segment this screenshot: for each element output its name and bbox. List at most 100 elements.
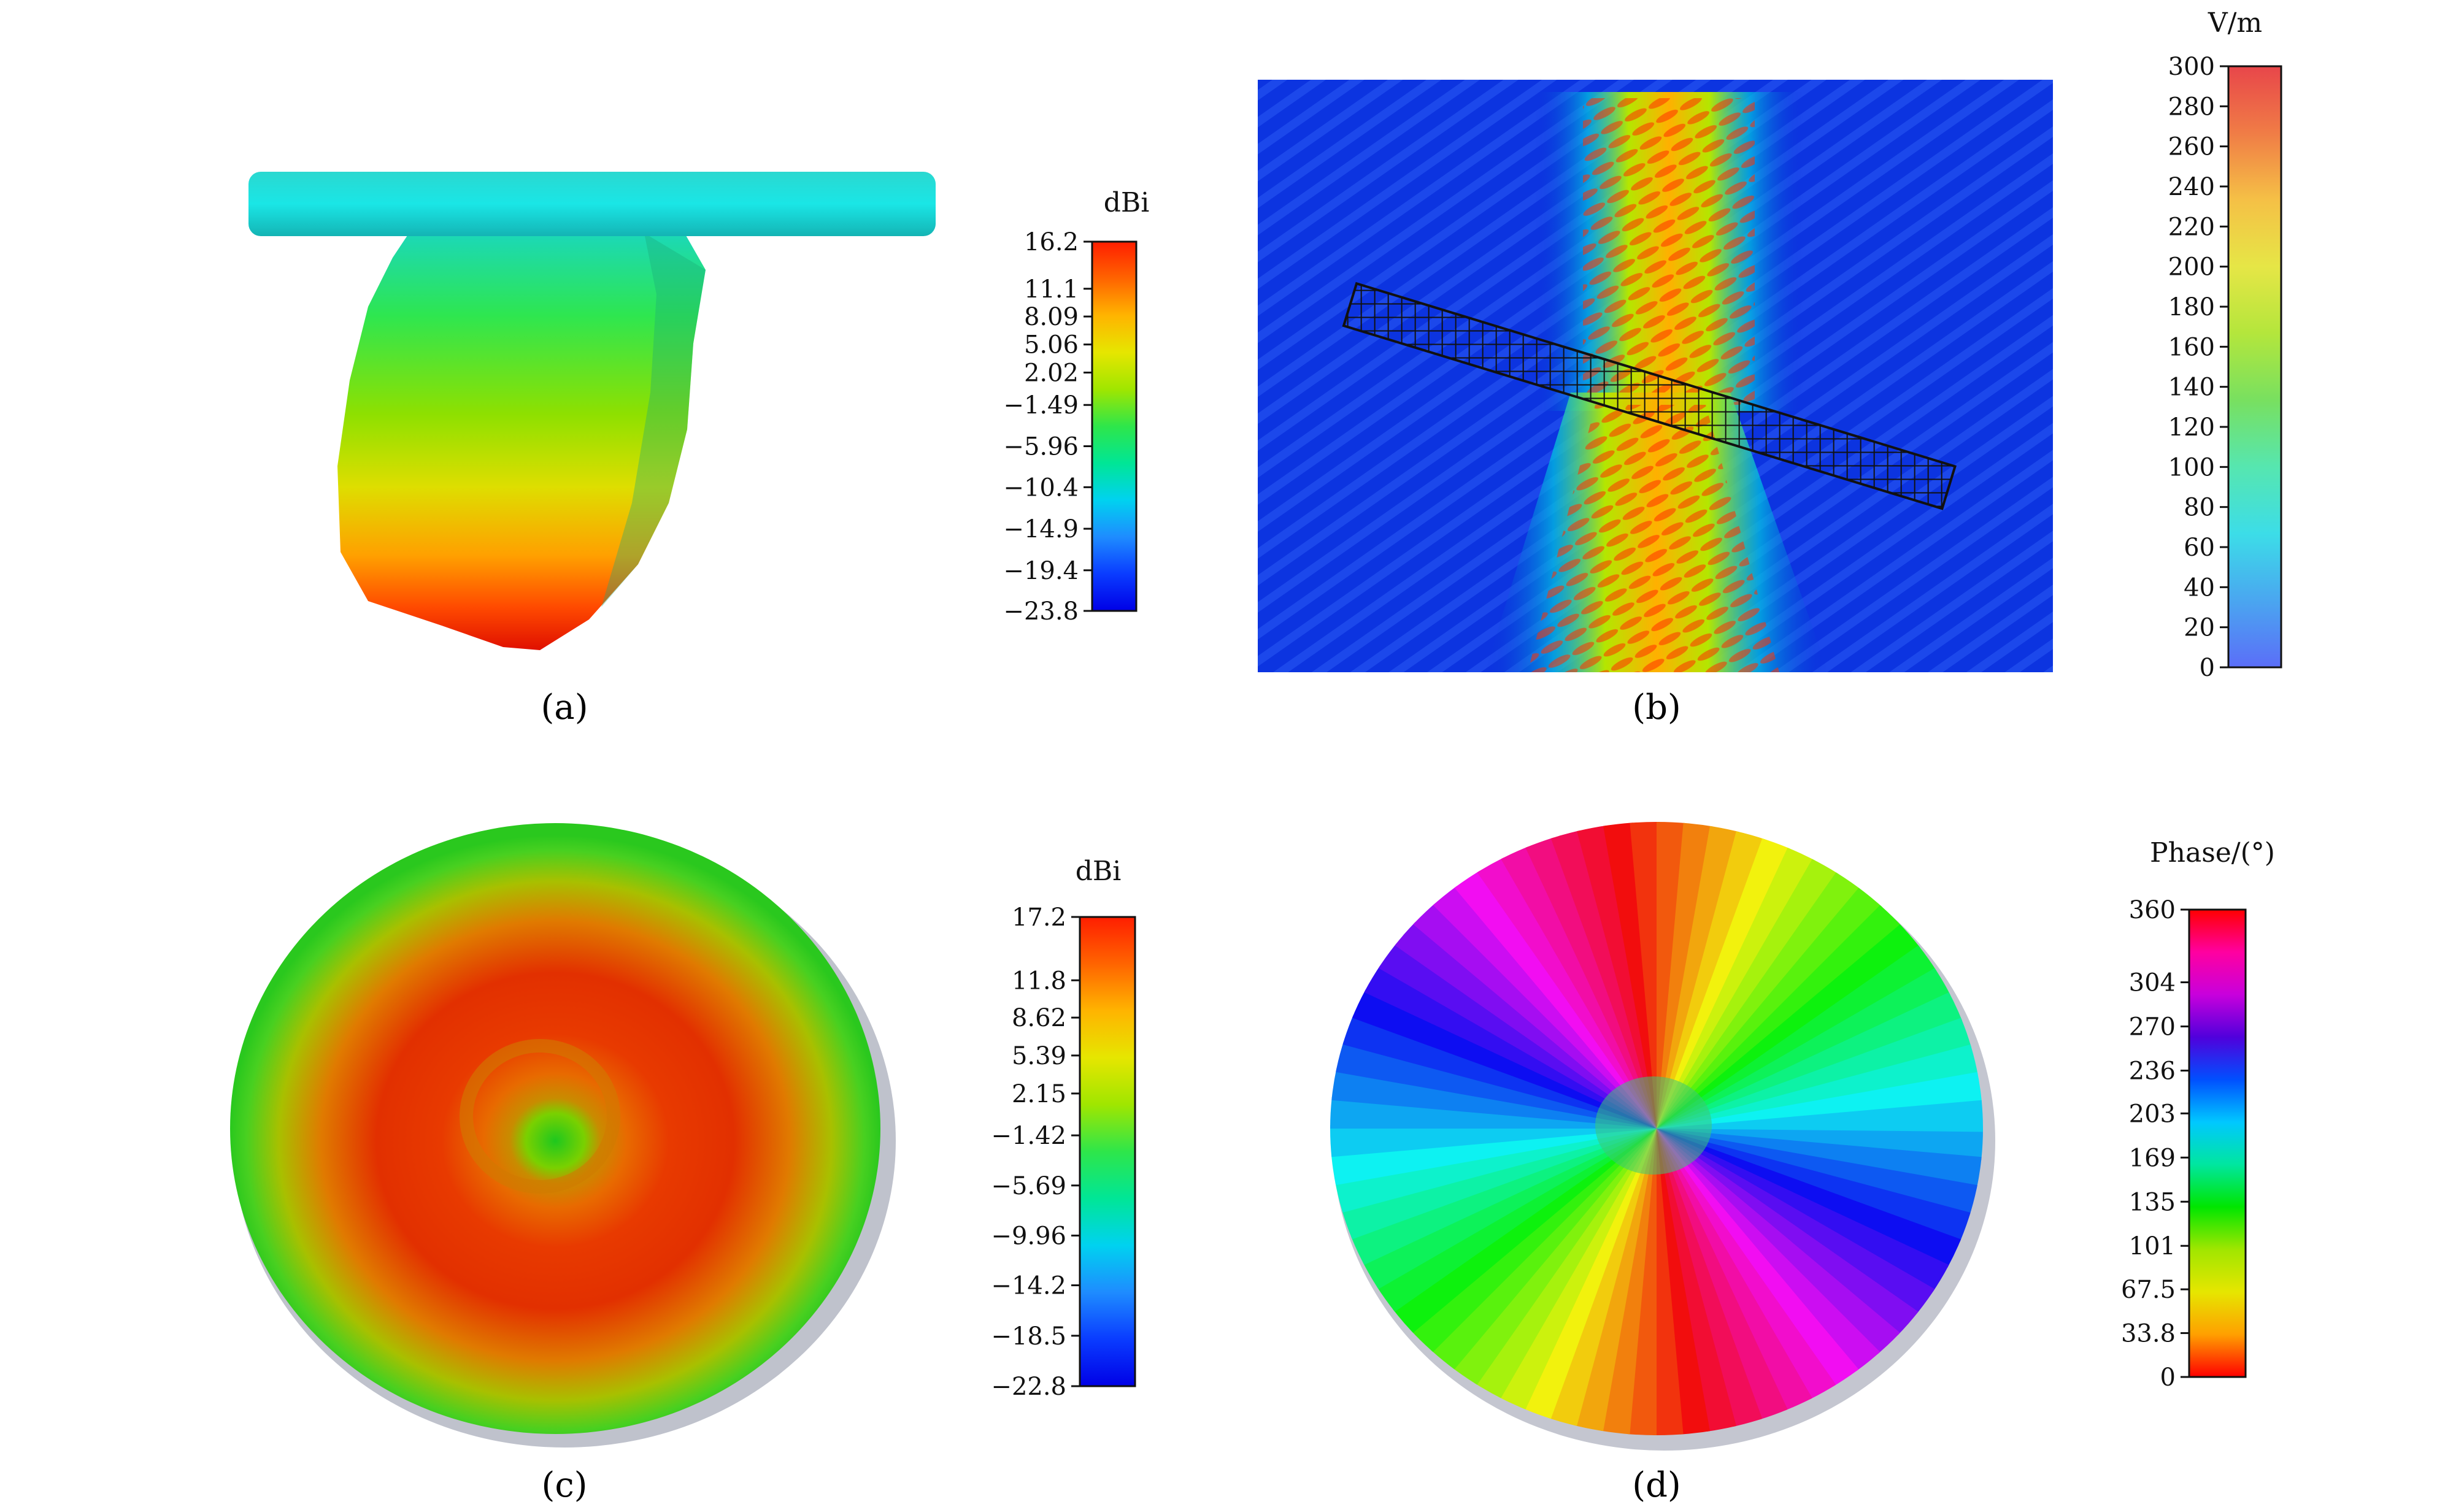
phase-sector xyxy=(1411,1129,1657,1392)
phase-sector xyxy=(1657,1129,1954,1329)
phase-sector xyxy=(1657,1129,1920,1374)
colorbar-b-tick-label: 160 xyxy=(2168,333,2215,361)
phase-sector xyxy=(1657,1129,1854,1428)
lower-beam-fringes xyxy=(1528,405,1779,672)
colorbar-a-tick-label: −10.4 xyxy=(1003,474,1079,502)
phase-sector xyxy=(1657,1129,1717,1435)
phase-sector xyxy=(1357,1129,1657,1326)
phase-sector xyxy=(1657,983,1981,1129)
colorbar-c-tick-label: 8.62 xyxy=(1012,1004,1066,1032)
colorbar-b-gradient xyxy=(2227,65,2282,669)
phase-sector xyxy=(1657,847,1881,1129)
colorbar-c-gradient xyxy=(1079,916,1136,1387)
phase-pattern xyxy=(1330,822,1983,1435)
phase-sector xyxy=(1508,1129,1657,1435)
phase-sector xyxy=(1657,931,1956,1129)
phase-sector xyxy=(1332,1129,1657,1274)
phase-sector xyxy=(1568,822,1657,1129)
phase-sector xyxy=(1657,886,1922,1129)
phase-sector xyxy=(1482,1129,1657,1435)
phase-sector xyxy=(1345,954,1657,1129)
colorbar-c-tick-label: −14.2 xyxy=(991,1272,1066,1300)
colorbar-d-tick-label: 67.5 xyxy=(2121,1276,2176,1304)
colorbar-a-tick-label: −14.9 xyxy=(1003,515,1079,543)
phase-sector xyxy=(1330,1129,1657,1246)
phase-sector xyxy=(1393,883,1657,1129)
phase-sector xyxy=(1657,1099,1983,1132)
colorbar-d-tick-label: 236 xyxy=(2129,1057,2176,1085)
phase-sector xyxy=(1330,1129,1657,1217)
colorbar-b-tick-label: 200 xyxy=(2168,253,2215,282)
colorbar-a-gradient xyxy=(1091,240,1138,612)
phase-sector xyxy=(1414,863,1657,1129)
colorbar-d-tick-label: 33.8 xyxy=(2121,1319,2176,1348)
caption-d: (d) xyxy=(1632,1465,1681,1505)
main-lobe xyxy=(337,221,706,650)
colorbar-a: dBi 16.2 11.18.095.062.02 −1.49 −5.96 −10.4 −1… xyxy=(1003,187,1149,626)
colorbar-b: V/m3002802602402202001801601401201008060… xyxy=(2168,7,2282,682)
concentric-pattern xyxy=(230,823,880,1434)
panel-c: dBi 17.2 11.8 8.62 5.39 2.15 −1.42 −5.69 −9.96 −1… xyxy=(230,823,1136,1505)
caption-c: (c) xyxy=(541,1465,587,1505)
colorbar-a-tick-label: −23.8 xyxy=(1003,597,1079,626)
phase-sector xyxy=(1330,1008,1657,1129)
phase-sector xyxy=(1657,908,1940,1129)
ground-plane-disk xyxy=(248,172,936,236)
phase-sector xyxy=(1657,1129,1968,1303)
center-dip xyxy=(460,1039,620,1194)
colorbar-b-tick-label: 80 xyxy=(2184,494,2215,522)
colorbar-d: Phase/(°) 360 304 270 236 203 169 135 101 67.5 33.… xyxy=(2121,837,2275,1392)
metasurface-slab xyxy=(1342,282,1957,510)
phase-sector xyxy=(1436,845,1657,1129)
colorbar-a-tick-label: −19.4 xyxy=(1003,557,1079,585)
phase-sector xyxy=(1657,1129,1983,1249)
lobe-edge-shade xyxy=(601,233,706,607)
panel-a: dBi 16.2 11.18.095.062.02 −1.49 −5.96 −10.4 −1… xyxy=(248,172,1149,727)
phase-sector xyxy=(1657,1129,1938,1352)
phase-sector xyxy=(1657,831,1857,1129)
panel-b-field-map xyxy=(1258,80,2053,672)
phase-sector xyxy=(1485,822,1657,1129)
colorbar-b-tick-label: 20 xyxy=(2184,614,2215,642)
colorbar-b-tick-label: 120 xyxy=(2168,413,2215,442)
phase-sector xyxy=(1657,865,1902,1129)
colorbar-b-tick-label: 240 xyxy=(2168,173,2215,201)
phase-sector xyxy=(1391,1129,1657,1371)
phase-sector xyxy=(1330,1125,1657,1159)
phase-sector xyxy=(1657,1068,1983,1129)
phase-sector xyxy=(1596,822,1657,1129)
colorbar-d-tick-label: 360 xyxy=(2129,896,2176,924)
colorbar-b-tick-label: 100 xyxy=(2168,453,2215,481)
panel-a-radiation-pattern xyxy=(248,172,936,650)
phase-sector xyxy=(1333,980,1657,1129)
colorbar-b-tick-label: 0 xyxy=(2200,654,2215,682)
colorbar-c-tick-label: −22.8 xyxy=(991,1373,1066,1401)
phase-sector xyxy=(1536,1129,1657,1435)
phase-center xyxy=(1595,1076,1712,1175)
colorbar-b-tick-label: 180 xyxy=(2168,293,2215,321)
phase-sector xyxy=(1627,822,1660,1129)
colorbar-b-tick-label: 220 xyxy=(2168,213,2215,241)
colorbar-d-tick-label: 203 xyxy=(2129,1100,2176,1128)
phase-sector xyxy=(1657,822,1805,1129)
phase-sector xyxy=(1657,1011,1983,1129)
colorbar-b-tick-label: 140 xyxy=(2168,374,2215,402)
colorbar-c-tick-label: −5.69 xyxy=(991,1172,1066,1200)
colorbar-b-tick-label: 260 xyxy=(2168,133,2215,161)
phase-sector xyxy=(1657,957,1969,1129)
phase-sector xyxy=(1653,1129,1687,1435)
colorbar-d-tick-label: 304 xyxy=(2129,969,2176,997)
phase-sector xyxy=(1657,1129,1802,1435)
colorbar-d-tick-label: 135 xyxy=(2129,1188,2176,1216)
colorbar-c-tick-label: 2.15 xyxy=(1012,1080,1066,1108)
colorbar-d-gradient xyxy=(2188,908,2247,1378)
caption-a: (a) xyxy=(541,688,588,727)
colorbar-d-tick-label: 169 xyxy=(2129,1144,2176,1172)
phase-sector xyxy=(1359,929,1657,1129)
colorbar-a-tick-label: 11.1 xyxy=(1024,275,1079,304)
phase-sector xyxy=(1433,1129,1657,1410)
phase-sector xyxy=(1457,1129,1657,1426)
colorbar-d-tick-label: 0 xyxy=(2160,1363,2176,1392)
phase-sector xyxy=(1657,1129,1980,1277)
